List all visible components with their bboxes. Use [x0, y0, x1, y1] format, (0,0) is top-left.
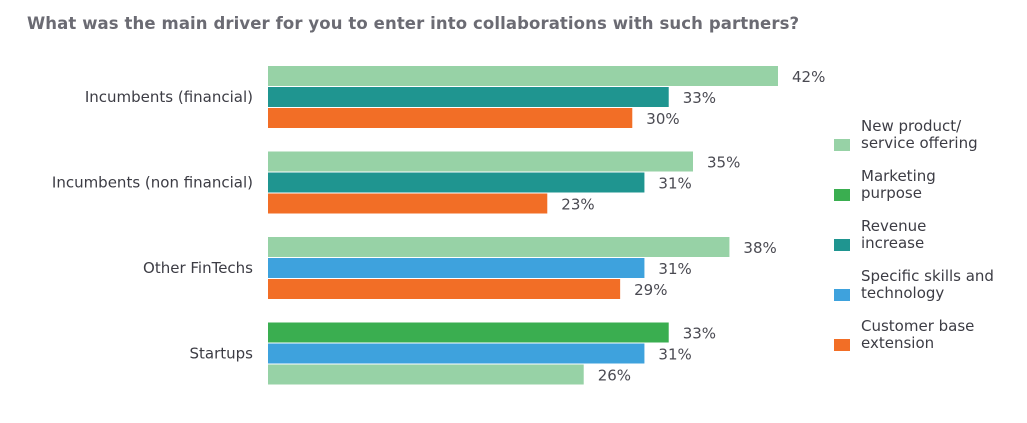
- category-label-incumbents-non-financial: Incumbents (non financial): [52, 174, 253, 192]
- legend-swatch-marketing-purpose: [834, 189, 850, 201]
- legend-label-specific-skills-and-technology: Specific skills and technology: [861, 267, 994, 302]
- legend-swatch-specific-skills-and-technology: [834, 289, 850, 301]
- legend-swatch-new-product-service-offering: [834, 139, 850, 151]
- value-label-incumbents-financial-customer-base-extension: 30%: [646, 110, 679, 128]
- category-label-startups: Startups: [190, 345, 254, 363]
- bar-incumbents-non-financial-customer-base-extension: [268, 193, 548, 214]
- bar-other-fintechs-specific-skills-and-technology: [268, 258, 645, 278]
- legend-swatch-revenue-increase: [834, 239, 850, 251]
- bar-other-fintechs-customer-base-extension: [268, 279, 621, 299]
- legend-swatch-customer-base-extension: [834, 339, 850, 351]
- bar-startups-marketing-purpose: [268, 322, 669, 343]
- category-label-incumbents-financial: Incumbents (financial): [85, 88, 253, 106]
- bar-incumbents-financial-revenue-increase: [268, 87, 669, 107]
- bar-startups-new-product-service-offering: [268, 364, 584, 385]
- legend-label-revenue-increase: Revenue increase: [861, 217, 926, 252]
- value-label-other-fintechs-new-product-service-offering: 38%: [743, 239, 776, 257]
- value-label-incumbents-non-financial-customer-base-extension: 23%: [561, 196, 594, 214]
- bar-incumbents-financial-new-product-service-offering: [268, 66, 778, 86]
- value-label-incumbents-non-financial-new-product-service-offering: 35%: [707, 154, 740, 172]
- value-label-incumbents-financial-revenue-increase: 33%: [683, 89, 716, 107]
- bar-incumbents-financial-customer-base-extension: [268, 108, 633, 128]
- value-label-startups-specific-skills-and-technology: 31%: [658, 346, 691, 364]
- legend-label-marketing-purpose: Marketing purpose: [861, 167, 936, 202]
- legend-label-new-product-service-offering: New product/service offering: [861, 117, 978, 152]
- chart-title: What was the main driver for you to ente…: [27, 14, 800, 33]
- bar-incumbents-non-financial-revenue-increase: [268, 172, 645, 193]
- legend-label-customer-base-extension: Customer base extension: [861, 317, 974, 352]
- bar-other-fintechs-new-product-service-offering: [268, 237, 730, 257]
- bar-startups-specific-skills-and-technology: [268, 343, 645, 364]
- value-label-incumbents-non-financial-revenue-increase: 31%: [658, 175, 691, 193]
- value-label-incumbents-financial-new-product-service-offering: 42%: [792, 68, 825, 86]
- category-label-other-fintechs: Other FinTechs: [143, 259, 253, 277]
- value-label-startups-new-product-service-offering: 26%: [598, 367, 631, 385]
- value-label-other-fintechs-customer-base-extension: 29%: [634, 281, 667, 299]
- bar-incumbents-non-financial-new-product-service-offering: [268, 151, 693, 172]
- value-label-other-fintechs-specific-skills-and-technology: 31%: [658, 260, 691, 278]
- value-label-startups-marketing-purpose: 33%: [683, 325, 716, 343]
